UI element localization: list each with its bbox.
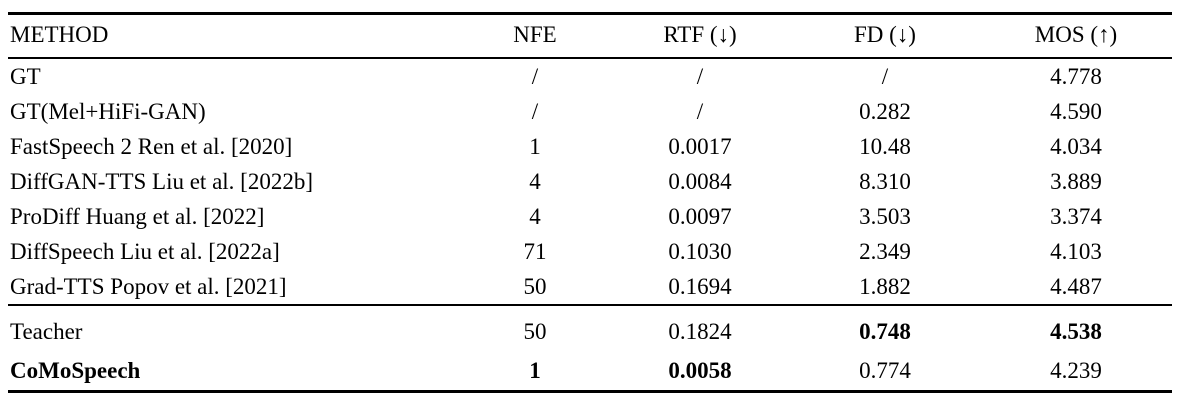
table-body: GT / / / 4.778 GT(Mel+HiFi-GAN) / / 0.28… [8, 58, 1172, 392]
cell-nfe: 4 [529, 168, 541, 194]
cell-mos: 4.034 [1050, 133, 1102, 159]
cell-rtf: / [696, 98, 704, 124]
column-header-fd: FD (↓) [790, 13, 980, 59]
cell-nfe: / [531, 98, 539, 124]
cell-mos-best: 4.538 [980, 304, 1172, 351]
cell-fd: 8.310 [859, 168, 911, 194]
table-row-gt-mel-hifigan: GT(Mel+HiFi-GAN) / / 0.282 4.590 [8, 94, 1172, 129]
cell-method: Teacher [8, 304, 460, 351]
table-row-teacher: Teacher 50 0.1824 0.748 4.538 [8, 304, 1172, 351]
cell-nfe: 1 [529, 133, 541, 159]
cell-fd: 0.282 [859, 98, 911, 124]
cell-method: GT [10, 63, 41, 89]
cell-fd: 0.774 [859, 357, 911, 383]
cell-nfe: 71 [523, 238, 547, 264]
cell-rtf: 0.0097 [668, 203, 732, 229]
table-header: METHOD NFE RTF (↓) FD (↓) MOS (↑) [8, 13, 1172, 59]
cell-fd: 1.882 [859, 273, 911, 299]
cell-mos: 4.778 [1050, 63, 1102, 89]
cell-mos: 3.889 [1050, 168, 1102, 194]
cell-mos: 4.487 [1050, 273, 1102, 299]
cell-fd: / [881, 63, 889, 89]
cell-rtf: 0.0017 [668, 133, 732, 159]
cell-fd: 2.349 [859, 238, 911, 264]
column-header-mos: MOS (↑) [980, 13, 1172, 59]
cell-rtf: / [696, 63, 704, 89]
table-row-comospeech: CoMoSpeech 1 0.0058 0.774 4.239 [8, 351, 1172, 392]
cell-mos: 3.374 [1050, 203, 1102, 229]
table-row-gt: GT / / / 4.778 [8, 58, 1172, 94]
table-row-diffspeech: DiffSpeech Liu et al. [2022a] 71 0.1030 … [8, 234, 1172, 269]
results-table: METHOD NFE RTF (↓) FD (↓) MOS (↑) GT / /… [8, 12, 1172, 393]
header-row: METHOD NFE RTF (↓) FD (↓) MOS (↑) [8, 13, 1172, 59]
column-header-nfe: NFE [460, 13, 610, 59]
cell-method: FastSpeech 2 Ren et al. [2020] [10, 133, 293, 159]
table-row-diffgan-tts: DiffGAN-TTS Liu et al. [2022b] 4 0.0084 … [8, 164, 1172, 199]
cell-mos: 4.590 [1050, 98, 1102, 124]
cell-fd: 10.48 [859, 133, 911, 159]
cell-nfe: 4 [529, 203, 541, 229]
cell-method: Grad-TTS Popov et al. [2021] [10, 273, 287, 299]
cell-method: ProDiff Huang et al. [2022] [10, 203, 265, 229]
cell-nfe: / [531, 63, 539, 89]
column-header-rtf: RTF (↓) [610, 13, 790, 59]
cell-rtf: 0.0084 [668, 168, 732, 194]
cell-fd-best: 0.748 [790, 304, 980, 351]
table-row-fastspeech2: FastSpeech 2 Ren et al. [2020] 1 0.0017 … [8, 129, 1172, 164]
column-header-method: METHOD [8, 13, 460, 59]
cell-fd: 3.503 [859, 203, 911, 229]
cell-method: DiffSpeech Liu et al. [2022a] [10, 238, 280, 264]
table-row-prodiff: ProDiff Huang et al. [2022] 4 0.0097 3.5… [8, 199, 1172, 234]
cell-rtf-best: 0.0058 [668, 357, 732, 383]
cell-mos: 4.239 [1050, 357, 1102, 383]
cell-rtf: 0.1030 [668, 238, 732, 264]
cell-method: DiffGAN-TTS Liu et al. [2022b] [10, 168, 313, 194]
cell-nfe: 50 [523, 273, 547, 299]
table-row-grad-tts: Grad-TTS Popov et al. [2021] 50 0.1694 1… [8, 269, 1172, 305]
cell-nfe-best: 1 [529, 357, 541, 383]
cell-rtf: 0.1694 [668, 273, 732, 299]
cell-method: GT(Mel+HiFi-GAN) [10, 98, 206, 124]
cell-nfe: 50 [460, 304, 610, 351]
cell-rtf: 0.1824 [610, 304, 790, 351]
cell-mos: 4.103 [1050, 238, 1102, 264]
cell-method: CoMoSpeech [10, 357, 141, 383]
